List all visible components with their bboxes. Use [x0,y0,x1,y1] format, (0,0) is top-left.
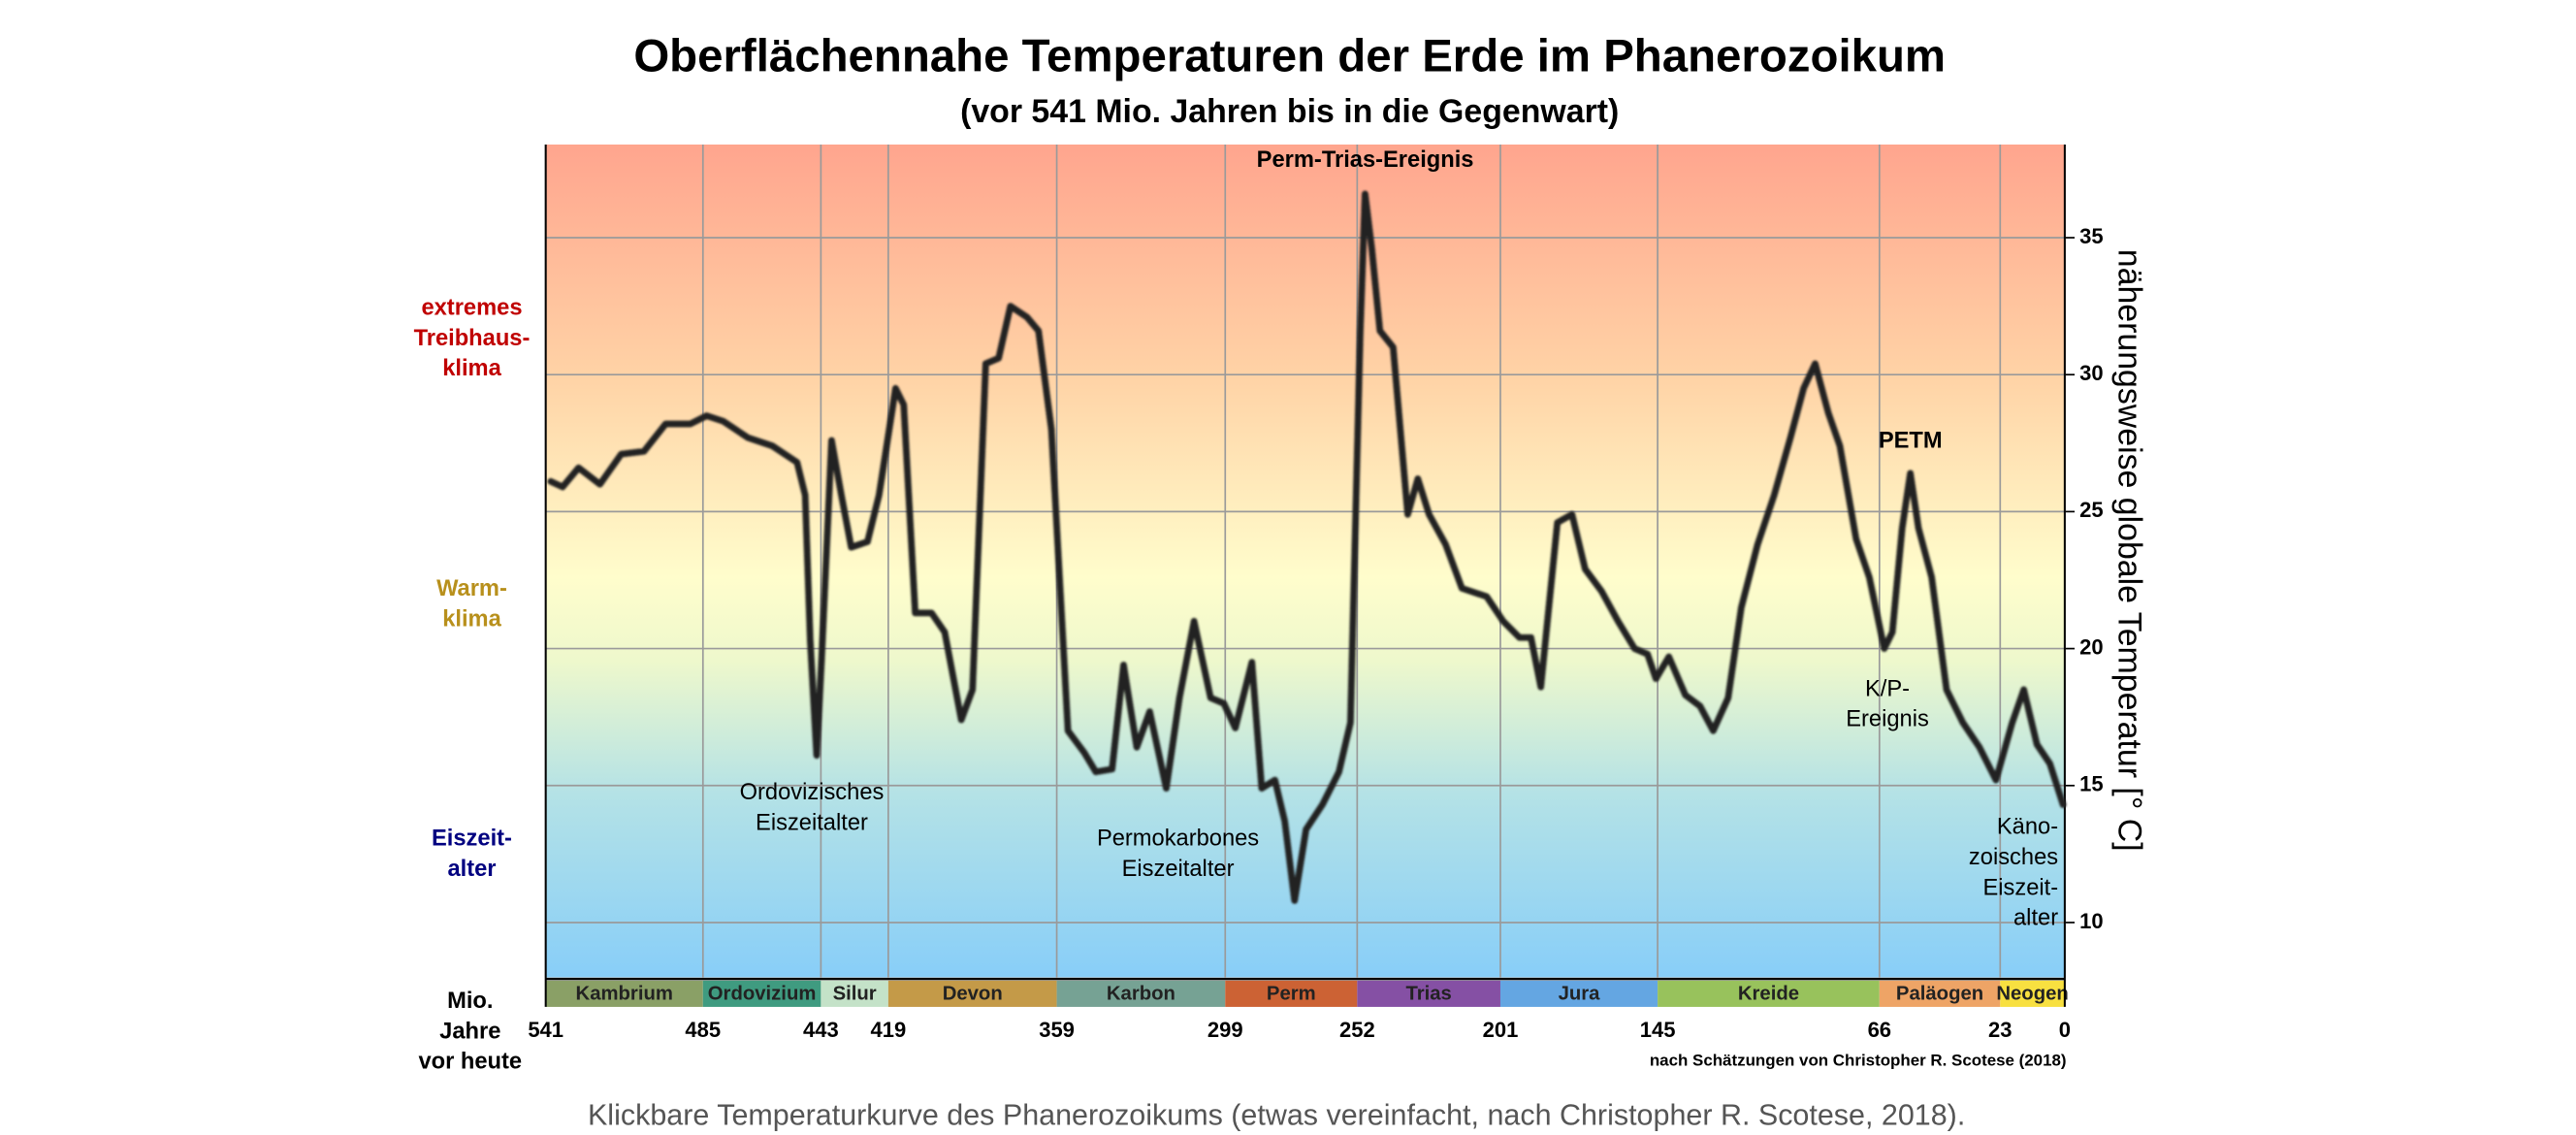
caption: Klickbare Temperaturkurve des Phanerozoi… [588,1098,1965,1131]
y-tick-label: 30 [2079,361,2103,385]
period-label: Neogen [1996,984,2068,1005]
period-band [821,980,888,1007]
y-tick-label: 35 [2079,224,2103,248]
period-band [1357,980,1500,1007]
period-band [545,980,703,1007]
x-tick-label: 443 [803,1018,839,1042]
period-label: Jura [1559,984,1601,1005]
x-tick-label: 252 [1339,1018,1375,1042]
temperature-line [547,190,2067,904]
x-tick-label: 201 [1483,1018,1519,1042]
annotation: Eiszeitalter [1122,857,1235,882]
period-label: Silur [833,984,877,1005]
period-label: Kreide [1738,984,1799,1005]
period-band [1056,980,1226,1007]
annotation: zoisches [1969,845,2058,870]
x-tick-label: 145 [1640,1018,1676,1042]
zone-label: klima [442,606,501,632]
x-tick-label: 23 [1988,1018,2012,1042]
y-tick-label: 25 [2079,498,2103,522]
chart-subtitle: (vor 541 Mio. Jahren bis in die Gegenwar… [960,93,1619,130]
x-tick-label: 485 [685,1018,721,1042]
x-tick-label: 66 [1868,1018,1891,1042]
zone-label: Treibhaus- [414,326,531,351]
x-axis-label: vor heute [418,1050,522,1075]
period-band [1658,980,1880,1007]
annotation: Eiszeitalter [756,810,868,835]
period-label: Paläogen [1896,984,1983,1005]
period-label: Devon [943,984,1003,1005]
period-label: Trias [1405,984,1451,1005]
annotation: Perm-Trias-Ereignis [1257,147,1474,173]
period-label: Karbon [1107,984,1175,1005]
period-band [1225,980,1358,1007]
chart-title: Oberflächennahe Temperaturen der Erde im… [633,30,1946,81]
y-axis-label: näherungsweise globale Temperatur [° C] [2110,249,2147,852]
annotation: K/P- [1865,676,1910,701]
period-label: Kambrium [576,984,673,1005]
x-tick-label: 419 [871,1018,907,1042]
zone-label: klima [442,356,501,381]
zone-label: alter [447,857,496,882]
zone-label: extremes [421,296,522,321]
x-tick-label: 0 [2059,1018,2071,1042]
x-tick-label: 541 [528,1018,564,1042]
annotation: Eiszeit- [1982,875,2058,900]
y-tick-label: 20 [2079,634,2103,659]
zone-label: Warm- [436,576,507,601]
x-tick-label: 299 [1208,1018,1243,1042]
annotation: Ordovizisches [740,780,885,805]
period-band [1499,980,1658,1007]
annotation: Ereignis [1846,707,1929,732]
x-tick-label: 359 [1039,1018,1075,1042]
source-note: nach Schätzungen von Christopher R. Scot… [1650,1051,2067,1069]
period-label: Perm [1267,984,1316,1005]
zone-label: Eiszeit- [432,826,512,851]
period-band [1879,980,2001,1007]
annotation: alter [2013,906,2058,931]
y-tick-label: 10 [2079,909,2103,933]
x-axis-label: Mio. [447,989,493,1014]
period-band [702,980,821,1007]
period-label: Ordovizium [708,984,817,1005]
annotation: PETM [1879,429,1943,454]
period-band [2000,980,2065,1007]
y-tick-label: 15 [2079,772,2103,796]
annotation: Käno- [1997,815,2058,840]
period-band [887,980,1057,1007]
annotation: Permokarbones [1097,826,1259,851]
x-axis-label: Jahre [439,1019,500,1044]
